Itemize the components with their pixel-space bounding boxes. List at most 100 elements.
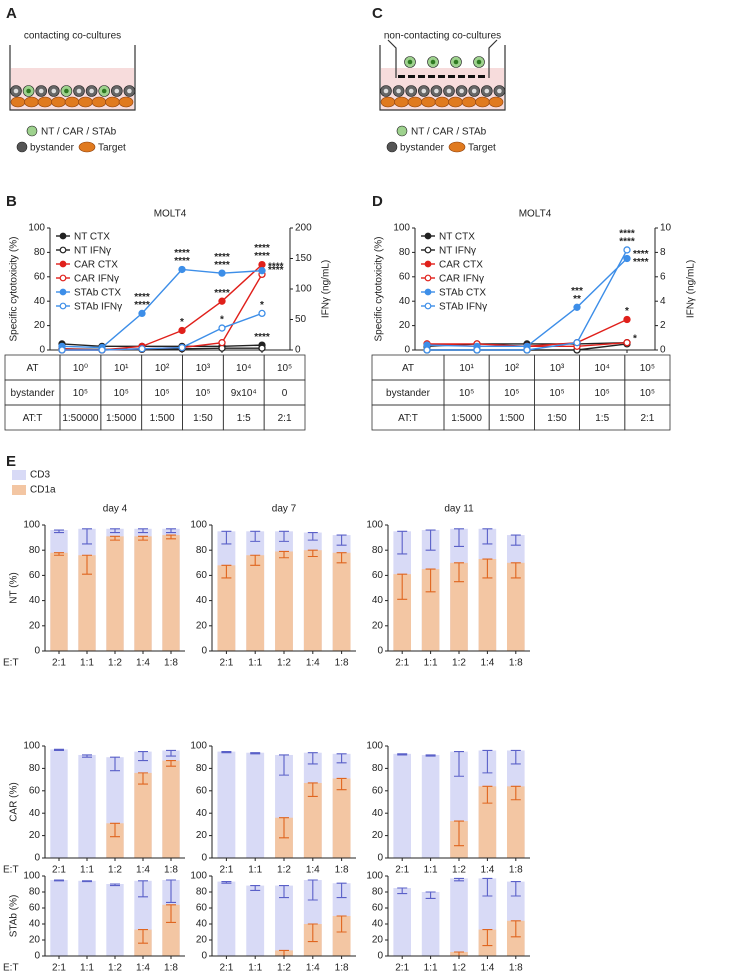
y-tick-label: 100: [366, 520, 383, 531]
legend-label: CAR CTX: [74, 260, 118, 271]
error-bar: [397, 753, 408, 756]
bar: [393, 753, 412, 858]
x-tick-label: 1:1: [424, 963, 438, 974]
legend-label: CAR IFNγ: [74, 274, 119, 285]
error-bar: [221, 564, 232, 579]
error-bar: [110, 535, 120, 541]
table-cell: [263, 404, 306, 431]
table-text: 10⁵: [640, 388, 655, 399]
error-bar: [110, 528, 120, 534]
bar: [478, 559, 497, 651]
data-point: [218, 339, 226, 347]
error-bar: [279, 550, 289, 559]
target-cell: [64, 96, 80, 108]
x-tick-label: 1:2: [108, 865, 122, 876]
error-bar: [425, 891, 436, 899]
bar: [303, 782, 322, 858]
bar: [217, 565, 236, 651]
y-tick-label: 60: [372, 903, 384, 914]
chart-title: MOLT4: [154, 209, 187, 220]
nucleus: [459, 88, 464, 94]
data-point: [573, 339, 581, 347]
y-tick-label: 60: [399, 271, 411, 282]
error-bar: [482, 877, 493, 897]
y-axis-label: STAb (%): [9, 895, 20, 938]
bar: [450, 878, 468, 956]
y2-tick-label: 150: [295, 253, 312, 264]
x-tick-label: 1:4: [136, 865, 150, 876]
y-tick-label: 20: [29, 830, 41, 841]
table-text: 2:1: [278, 413, 292, 424]
y-tick-label: 40: [372, 808, 384, 819]
error-bar: [166, 879, 176, 903]
y-tick-label: 20: [29, 620, 41, 631]
bar: [450, 562, 468, 651]
significance: ****: [254, 243, 270, 254]
y-tick-label: 100: [190, 741, 207, 752]
table-text: AT: [402, 363, 414, 374]
legend-marker: [59, 260, 67, 268]
y-tick-label: 40: [34, 296, 46, 307]
legend-label: CD3: [30, 470, 50, 481]
data-point: [623, 254, 631, 263]
error-bar: [250, 554, 261, 566]
x-tick-label: 1:2: [452, 658, 466, 669]
target-cell: [421, 96, 436, 108]
y-tick-label: 60: [196, 903, 208, 914]
y-tick-label: 20: [372, 935, 384, 946]
y-tick-label: 80: [29, 545, 41, 556]
table-text: bystander: [11, 388, 56, 399]
bar: [78, 555, 96, 651]
x-tick-label: 1:8: [509, 865, 523, 876]
target-cell: [10, 96, 26, 108]
table-text: 1:5: [595, 413, 609, 424]
data-point: [623, 315, 631, 324]
x-tick-label: 1:8: [509, 963, 523, 974]
error-bar: [510, 920, 521, 938]
legend-marker: [424, 246, 432, 254]
table-text: 10²: [155, 363, 170, 374]
data-point: [623, 246, 631, 254]
error-bar: [510, 534, 521, 546]
target-cell: [91, 96, 107, 108]
target-cell: [380, 96, 396, 108]
y2-axis-label: IFNγ (ng/mL): [321, 260, 332, 318]
table-text: 10⁵: [114, 388, 129, 399]
nucleus: [434, 88, 439, 94]
error-bar: [454, 877, 464, 882]
error-bar: [221, 530, 232, 545]
target-cell: [488, 96, 504, 108]
error-bar: [397, 530, 408, 555]
bar: [162, 760, 180, 858]
nucleus: [89, 88, 94, 94]
x-tick-label: 1:1: [248, 963, 262, 974]
y-tick-label: 100: [23, 741, 40, 752]
y-tick-label: 80: [196, 763, 208, 774]
x-axis-label: E:T: [3, 963, 19, 974]
significance: ****: [134, 292, 150, 303]
significance: ****: [268, 265, 284, 276]
y-tick-label: 0: [201, 853, 207, 864]
table-text: 10⁵: [595, 388, 610, 399]
error-bar: [397, 887, 408, 895]
significance: ****: [254, 251, 270, 262]
table-text: 10⁵: [195, 388, 210, 399]
table-text: 1:500: [499, 413, 524, 424]
error-bar: [482, 528, 493, 545]
x-tick-label: 1:4: [480, 963, 494, 974]
table-text: 10¹: [114, 363, 129, 374]
bar: [246, 555, 265, 651]
table-text: 1:5000: [451, 413, 482, 424]
target-cell: [407, 96, 423, 108]
table-text: 10⁵: [459, 388, 474, 399]
x-tick-label: 1:2: [108, 963, 122, 974]
y-tick-label: 40: [399, 296, 411, 307]
error-bar: [307, 532, 318, 541]
table-text: 10³: [550, 363, 565, 374]
x-tick-label: 1:8: [509, 658, 523, 669]
legend-label: NT / CAR / STAb: [411, 127, 487, 138]
legend-label: STAb CTX: [439, 288, 486, 299]
table-text: 10⁵: [504, 388, 519, 399]
target-cell: [37, 96, 53, 108]
table-text: 2:1: [640, 413, 654, 424]
